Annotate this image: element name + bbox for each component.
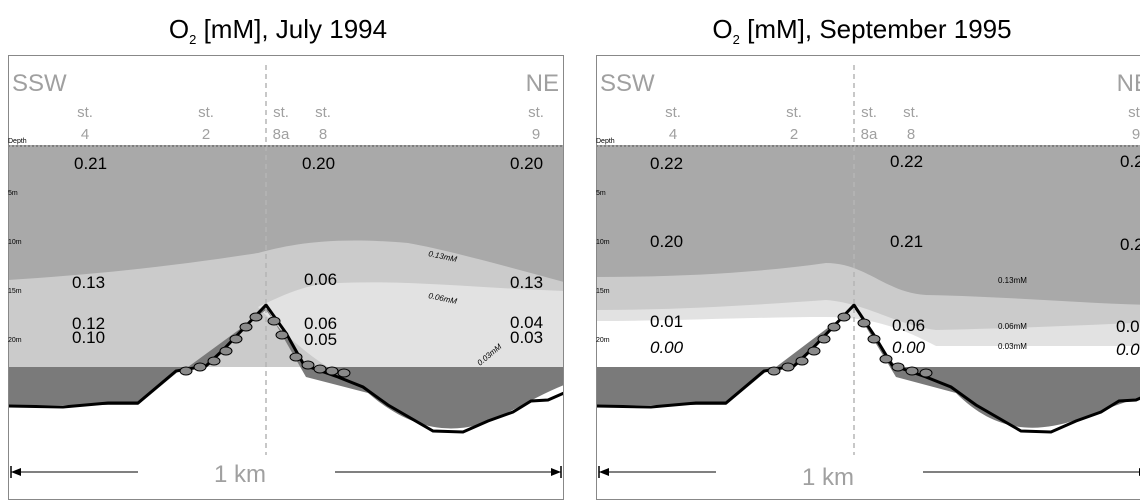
depth-label: Depth [596, 138, 615, 145]
station-id: 8 [319, 126, 327, 143]
station-id: 8 [907, 126, 915, 143]
station-id: 9 [532, 126, 540, 143]
depth-tick: 20m [8, 337, 22, 344]
station-labels: st. 4 st. 2 st. 8a st. 8 st. 9 [77, 104, 544, 143]
scale-label: 1 km [214, 461, 266, 488]
station-id: 2 [790, 126, 798, 143]
direction-left-label: SSW [12, 70, 67, 97]
depth-tick: 5m [8, 190, 18, 197]
station-id: 4 [81, 126, 89, 143]
oxygen-values-italic: 0.00 0.00 0.00 [650, 338, 1140, 359]
panel-title: O2 [mM], July 1994 [168, 14, 388, 48]
panel-july-1994: O2 [mM], July 1994 SSW NE st. 4 st. 2 [0, 0, 564, 500]
panel-title: O2 [mM], September 1995 [712, 14, 1012, 48]
direction-left-label: SSW [600, 70, 655, 97]
scale-arrow-left [11, 468, 21, 476]
station-prefix: st. [665, 104, 681, 121]
station-prefix: st. [198, 104, 214, 121]
value-label: 0.06 [892, 316, 925, 335]
station-id: 8a [861, 126, 878, 143]
value-label: 0.12 [72, 314, 105, 333]
depth-tick: 10m [8, 239, 22, 246]
station-id: 4 [669, 126, 677, 143]
contour-labels: 0.13mM 0.06mM 0.03mM [998, 276, 1027, 351]
value-label: 0.00 [650, 338, 684, 357]
section-diagram: SSW NE st. 4 st. 2 st. 8a st. 8 st. 9 Depth 5… [596, 55, 1140, 500]
value-label: 0.03 [510, 328, 543, 347]
depth-tick: 15m [596, 288, 610, 295]
value-label: 0.06 [304, 314, 337, 333]
depth-tick: 20m [596, 337, 610, 344]
contour-label: 0.03mM [998, 342, 1027, 351]
value-label: 0.10 [72, 328, 105, 347]
value-label: 0.00 [1116, 340, 1140, 359]
depth-ticks: Depth 5m 10m 15m 20m [596, 138, 615, 344]
panel-september-1995: O2 [mM], September 1995 SSW NE st. 4 st. 2… [584, 0, 1140, 500]
water-low-oxygen-layer [258, 282, 564, 367]
scale-arrow-right [551, 468, 561, 476]
value-label: 0.04 [510, 313, 543, 332]
value-label: 0.22 [650, 154, 683, 173]
value-label: 0.06 [304, 270, 337, 289]
value-label: 0.22 [890, 152, 923, 171]
depth-tick: 15m [8, 288, 22, 295]
value-label: 0.00 [892, 338, 926, 357]
water-surface-layer [596, 145, 1140, 305]
value-label: 0.20 [1120, 235, 1140, 254]
depth-label: Depth [8, 138, 27, 145]
value-label: 0.21 [1120, 152, 1140, 171]
value-label: 0.21 [890, 232, 923, 251]
value-label: 0.05 [304, 330, 337, 349]
sediment-layer [8, 307, 564, 429]
value-label: 0.13 [72, 273, 105, 292]
oxygen-values: 0.21 0.20 0.20 0.13 0.06 0.13 0.12 0.10 … [72, 154, 543, 349]
station-id: 8a [273, 126, 290, 143]
station-labels: st. 4 st. 2 st. 8a st. 8 st. 9 [665, 104, 1140, 143]
contour-label: 0.06mM [998, 322, 1027, 331]
station-prefix: st. [903, 104, 919, 121]
scale-label: 1 km [802, 464, 854, 491]
depth-tick: 5m [596, 190, 606, 197]
value-label: 0.20 [302, 154, 335, 173]
station-prefix: st. [315, 104, 331, 121]
depth-tick: 10m [596, 239, 610, 246]
value-label: 0.21 [74, 154, 107, 173]
scale-arrow-left [599, 468, 609, 476]
station-prefix: st. [273, 104, 289, 121]
direction-right-label: NE [1117, 70, 1140, 97]
value-label: 0.20 [510, 154, 543, 173]
station-prefix: st. [528, 104, 544, 121]
value-label: 0.13 [510, 273, 543, 292]
value-label: 0.20 [650, 232, 683, 251]
station-prefix: st. [1128, 104, 1140, 121]
station-prefix: st. [786, 104, 802, 121]
water-surface-layer [8, 145, 564, 282]
value-label: 0.01 [650, 312, 683, 331]
contour-label: 0.13mM [998, 276, 1027, 285]
sediment-mounds [179, 312, 351, 378]
value-label: 0.04 [1116, 317, 1140, 336]
oxygen-values: 0.22 0.22 0.21 0.20 0.21 0.20 0.01 0.06 … [650, 152, 1140, 336]
station-id: 9 [1132, 126, 1140, 143]
station-id: 2 [202, 126, 210, 143]
section-diagram: SSW NE st. 4 st. 2 st. 8a st. 8 st. 9 Depth 5… [8, 55, 564, 500]
sediment-mounds [767, 312, 933, 378]
depth-ticks: Depth 5m 10m 15m 20m [8, 138, 27, 344]
station-prefix: st. [861, 104, 877, 121]
direction-right-label: NE [526, 70, 559, 97]
station-prefix: st. [77, 104, 93, 121]
